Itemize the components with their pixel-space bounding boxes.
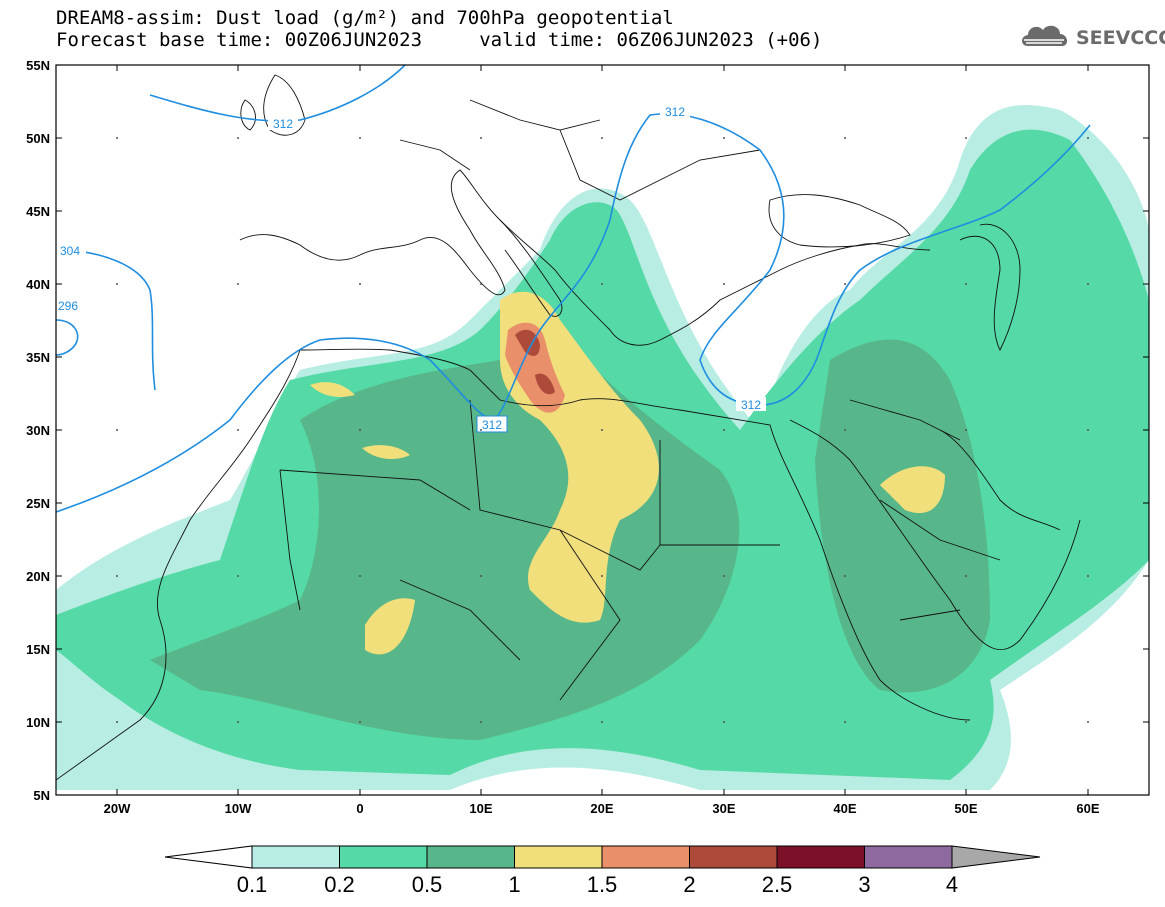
contour-label: 312: [665, 105, 685, 119]
colorbar-swatch: [601, 845, 690, 869]
colorbar-label: 4: [945, 872, 959, 897]
lat-label: 10N: [26, 715, 50, 730]
caspian-coastline: [959, 223, 1021, 352]
coastlines: [56, 74, 1081, 781]
colorbar-label: 0.5: [411, 872, 443, 897]
colorbar-swatch: [251, 845, 340, 869]
contour-296: [56, 319, 79, 356]
colorbar-swatches: [251, 845, 953, 869]
lat-label: 55N: [26, 58, 50, 73]
lat-label: 45N: [26, 204, 50, 219]
dust-band-2: [515, 329, 555, 395]
lon-label: 40E: [833, 801, 856, 816]
lon-label: 20E: [590, 801, 613, 816]
arabia-borders: [849, 399, 1001, 621]
colorbar-swatch: [426, 845, 515, 869]
contour-label: 312: [273, 117, 293, 131]
gulf-coastline: [939, 429, 1061, 531]
colorbar-label: 1.5: [586, 872, 618, 897]
colorbar-label: 2.5: [761, 872, 793, 897]
europe-coastline: [239, 169, 931, 346]
europe-borders: [399, 99, 761, 201]
uk-coastline: [240, 74, 306, 136]
contour-label: 312: [482, 418, 502, 432]
lon-label: 60E: [1076, 801, 1099, 816]
sahara-borders: [279, 399, 780, 701]
colorbar-swatch: [776, 845, 865, 869]
lat-label: 20N: [26, 569, 50, 584]
lat-label: 15N: [26, 642, 50, 657]
colorbar-swatch: [514, 845, 603, 869]
map-title-line1: DREAM8-assim: Dust load (g/m²) and 700hP…: [56, 7, 674, 29]
colorbar-label: 3: [858, 872, 871, 897]
lon-label: 50E: [954, 801, 977, 816]
colorbar-upper-arrow: [951, 845, 1041, 869]
axis-ticks: [56, 64, 1149, 796]
lat-label: 30N: [26, 423, 50, 438]
colorbar-lower-arrow: [164, 845, 253, 869]
colorbar-swatch: [339, 845, 428, 869]
logo-text: SEEVCCC: [1076, 27, 1165, 49]
seevccc-logo: SEEVCCC: [1018, 20, 1165, 60]
lat-label: 40N: [26, 277, 50, 292]
colorbar-label: 1: [508, 872, 521, 897]
dust-band-1: [310, 291, 945, 655]
colorbar-swatch: [689, 845, 778, 869]
black-sea-coastline: [768, 194, 911, 248]
contour-304: [56, 249, 156, 391]
lon-label: 20W: [104, 801, 131, 816]
contour-labels: 312 312 304 296 312 312: [56, 104, 766, 433]
contour-label: 296: [58, 299, 78, 313]
contour-label: 312: [741, 398, 761, 412]
contour-label: 304: [60, 244, 80, 258]
colorbar: [164, 845, 1041, 869]
contour-312-north: [149, 65, 406, 122]
colorbar-label: 0.1: [236, 872, 268, 897]
africa-coastline: [56, 348, 971, 781]
dust-shading: [56, 105, 1149, 790]
longitude-labels: 20W 10W 0 10E 20E 30E 40E 50E 60E: [104, 801, 1100, 816]
lat-label: 25N: [26, 496, 50, 511]
lon-label: 10W: [225, 801, 252, 816]
cloud-logo-icon: [1022, 25, 1068, 46]
lon-label: 30E: [712, 801, 735, 816]
colorbar-label: 0.2: [324, 872, 355, 897]
colorbar-swatch: [864, 845, 953, 869]
arabia-coastline: [789, 419, 1081, 650]
lat-label: 5N: [33, 788, 50, 803]
map-title-line2: Forecast base time: 00Z06JUN2023 valid t…: [56, 29, 823, 51]
latitude-labels: 55N 50N 45N 40N 35N 30N 25N 20N 15N 10N …: [26, 58, 50, 803]
colorbar-label: 2: [683, 872, 696, 897]
lat-label: 50N: [26, 131, 50, 146]
lat-label: 35N: [26, 350, 50, 365]
lon-label: 0: [356, 801, 363, 816]
italy-coastline: [499, 219, 563, 317]
graticule-dots: [116, 137, 1089, 723]
lon-label: 10E: [469, 801, 492, 816]
